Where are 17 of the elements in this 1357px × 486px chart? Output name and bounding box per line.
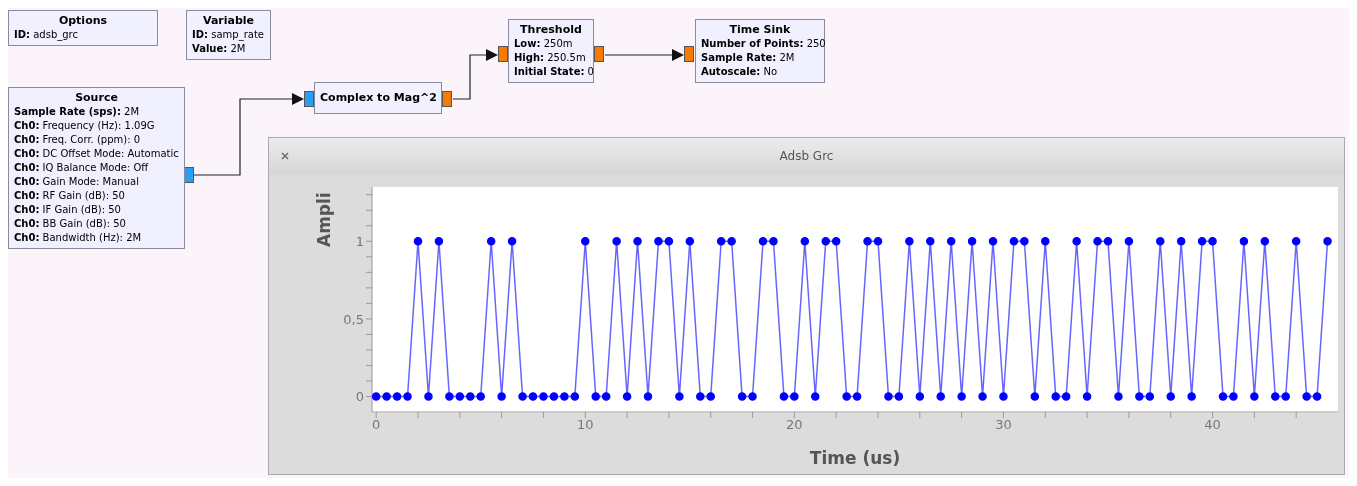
x-axis-title: Time (us) [809, 448, 901, 468]
x-tick-label: 40 [1204, 417, 1221, 433]
x-tick-label: 0 [372, 417, 381, 433]
y-axis-title: Ampli [314, 192, 335, 247]
y-tick-label: 0 [355, 389, 364, 405]
x-tick-label: 10 [577, 417, 594, 433]
text: Source Sample Rate (sps): 2M Ch0: Frequency (Hz): 1.09G Ch0: Freq. Corr. (ppm): 0 Ch0: DC Offset Mode: Automatic Ch0: IQ Balance Mode: Off Ch0: Gain Mode: Manual Ch0: RF Gain (dB): 50 Ch0: IF Gain (dB): 50 Ch0: BB Gain (dB): 50 Ch0: Bandwidth (Hz): 2M [14, 91, 179, 243]
text: Time Sink Number of Points: 250 Sample Rate: 2M Autoscale: No [701, 23, 826, 77]
x-tick-label: 20 [786, 417, 803, 433]
y-tick-label: 1 [355, 233, 364, 249]
x-tick-label: 30 [995, 417, 1012, 433]
text: Options ID: adsb_grc [14, 14, 108, 40]
text: Threshold Low: 250m High: 250.5m Initial State: 0 [514, 23, 594, 79]
text: Variable ID: samp_rate Value: 2M [192, 14, 265, 56]
y-tick-label: 0,5 [343, 311, 364, 327]
text: Complex to Mag^2 [320, 91, 437, 105]
chart-title: Adsb Grc [269, 138, 1344, 174]
